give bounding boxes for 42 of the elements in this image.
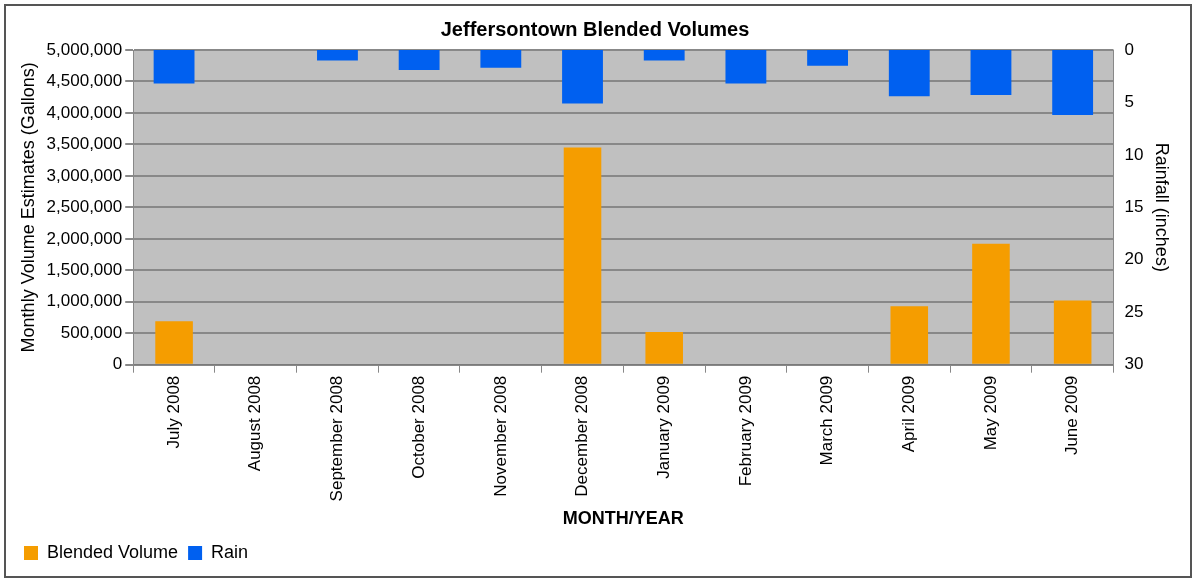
y-tick-label: 1,000,000 [46,291,123,311]
y-tick-label: 3,000,000 [46,165,123,185]
y-tick-label: 3,500,000 [46,134,123,154]
x-tick-label: October 2008 [408,375,428,479]
y-tick-label: 2,500,000 [46,197,123,217]
y-tick-label: 2,000,000 [46,228,123,248]
x-tick-label: July 2008 [163,375,183,449]
y-tick-label: 4,500,000 [46,71,123,91]
x-tick-label: December 2008 [572,375,592,497]
y-tick-label: 0 [112,354,123,374]
x-tick-label: August 2008 [245,375,265,472]
x-tick-label: January 2009 [653,375,673,479]
x-axis-title: MONTH/YEAR [562,508,684,529]
y2-axis-title: Rainfall (inches) [1152,142,1173,272]
x-tick-label: September 2008 [327,375,347,502]
y2-tick-label: 5 [1124,92,1134,112]
bar [645,331,683,364]
bar [972,243,1010,364]
x-tick-label: May 2009 [980,375,1000,451]
x-tick-label: April 2009 [898,375,918,453]
y2-tick-label: 15 [1124,197,1144,217]
x-tick-label: June 2009 [1062,375,1082,456]
y2-tick-label: 30 [1124,354,1144,374]
x-tick-label: November 2008 [490,375,510,497]
legend-label: Blended Volume [47,541,179,562]
y-axis-title: Monthly Volume Estimates (Gallons) [17,62,38,353]
x-tick-label: March 2009 [817,375,837,466]
bar [890,306,929,364]
y2-tick-label: 25 [1124,301,1144,321]
y-tick-label: 4,000,000 [46,102,123,122]
y2-tick-label: 0 [1124,39,1134,59]
y-tick-label: 5,000,000 [46,39,123,59]
y2-tick-label: 20 [1124,249,1144,269]
y-tick-label: 1,500,000 [46,259,123,279]
bar [1053,300,1092,364]
bar [155,321,193,364]
y2-tick-label: 10 [1124,144,1144,164]
y-tick-label: 500,000 [60,322,123,342]
chart-title: Jeffersontown Blended Volumes [440,17,750,40]
legend-label: Rain [211,541,249,562]
bar [563,147,602,364]
x-tick-label: February 2009 [735,375,755,487]
